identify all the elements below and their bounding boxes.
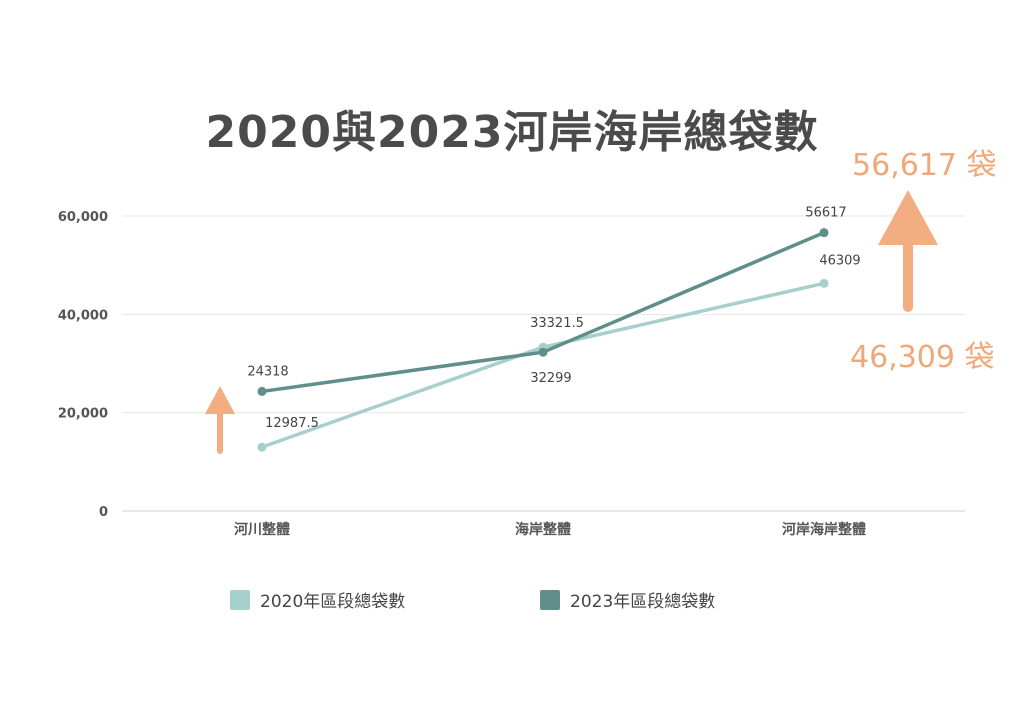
data-label: 12987.5 (265, 416, 319, 431)
big-arrow-head (878, 190, 938, 245)
y-tick-label: 0 (99, 505, 108, 520)
y-tick-label: 60,000 (58, 210, 108, 225)
data-point (538, 347, 548, 357)
series-line-0 (260, 281, 826, 449)
x-tick-label: 河岸海岸整體 (782, 521, 866, 538)
y-axis: 0 20,000 40,000 60,000 (58, 210, 108, 520)
legend-item-2023: 2023年區段總袋數 (540, 587, 715, 612)
data-label: 32299 (530, 371, 571, 386)
data-point (257, 442, 267, 452)
data-label: 46309 (819, 253, 860, 268)
x-axis: 河川整體 海岸整體 河岸海岸整體 (234, 521, 866, 538)
y-tick-label: 20,000 (58, 407, 108, 422)
data-labels: 12987.5 33321.5 46309 24318 32299 56617 (247, 206, 860, 432)
chart-title: 2020與2023河岸海岸總袋數 (205, 107, 819, 158)
legend-swatch-2020 (230, 589, 250, 610)
y-tick-label: 40,000 (58, 308, 108, 323)
legend: 2020年區段總袋數 2023年區段總袋數 (0, 587, 1024, 617)
data-label: 33321.5 (530, 316, 584, 331)
gridlines (122, 215, 965, 512)
legend-item-2020: 2020年區段總袋數 (230, 587, 405, 612)
legend-label-2023: 2023年區段總袋數 (570, 592, 716, 612)
series-layer (257, 228, 829, 452)
small-arrow-head (205, 386, 235, 414)
legend-label-2020: 2020年區段總袋數 (260, 592, 406, 612)
data-point (257, 386, 267, 396)
x-tick-label: 海岸整體 (515, 521, 571, 538)
data-label: 56617 (805, 206, 846, 221)
callout-2020-total: 46,309 袋 (850, 340, 995, 375)
legend-swatch-2023 (540, 589, 560, 610)
big-arrow-shaft (903, 240, 913, 312)
x-tick-label: 河川整體 (234, 521, 290, 538)
annotation-arrows (205, 190, 938, 454)
callout-2023-total: 56,617 袋 (852, 148, 997, 183)
data-point (819, 278, 829, 288)
series-line-1 (260, 230, 826, 394)
small-arrow-shaft (217, 410, 223, 454)
data-point (819, 228, 829, 238)
data-label: 24318 (247, 364, 288, 379)
